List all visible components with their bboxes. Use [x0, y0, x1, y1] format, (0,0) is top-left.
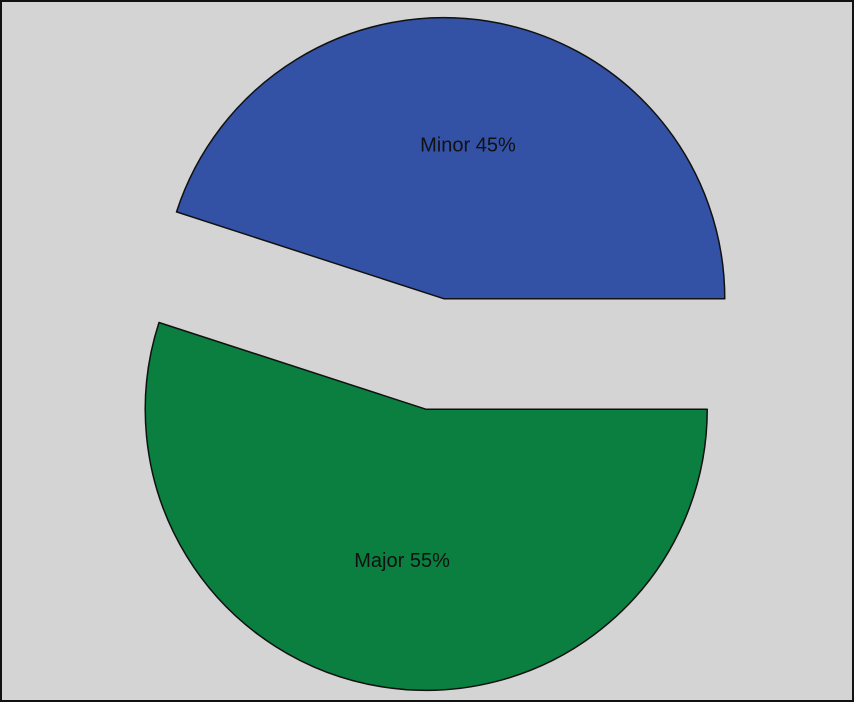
slice-label-major: Major 55% — [354, 550, 450, 572]
slice-label-minor: Minor 45% — [420, 134, 516, 156]
pie-slice-major — [144, 321, 708, 692]
pie-slice-minor — [175, 16, 726, 300]
